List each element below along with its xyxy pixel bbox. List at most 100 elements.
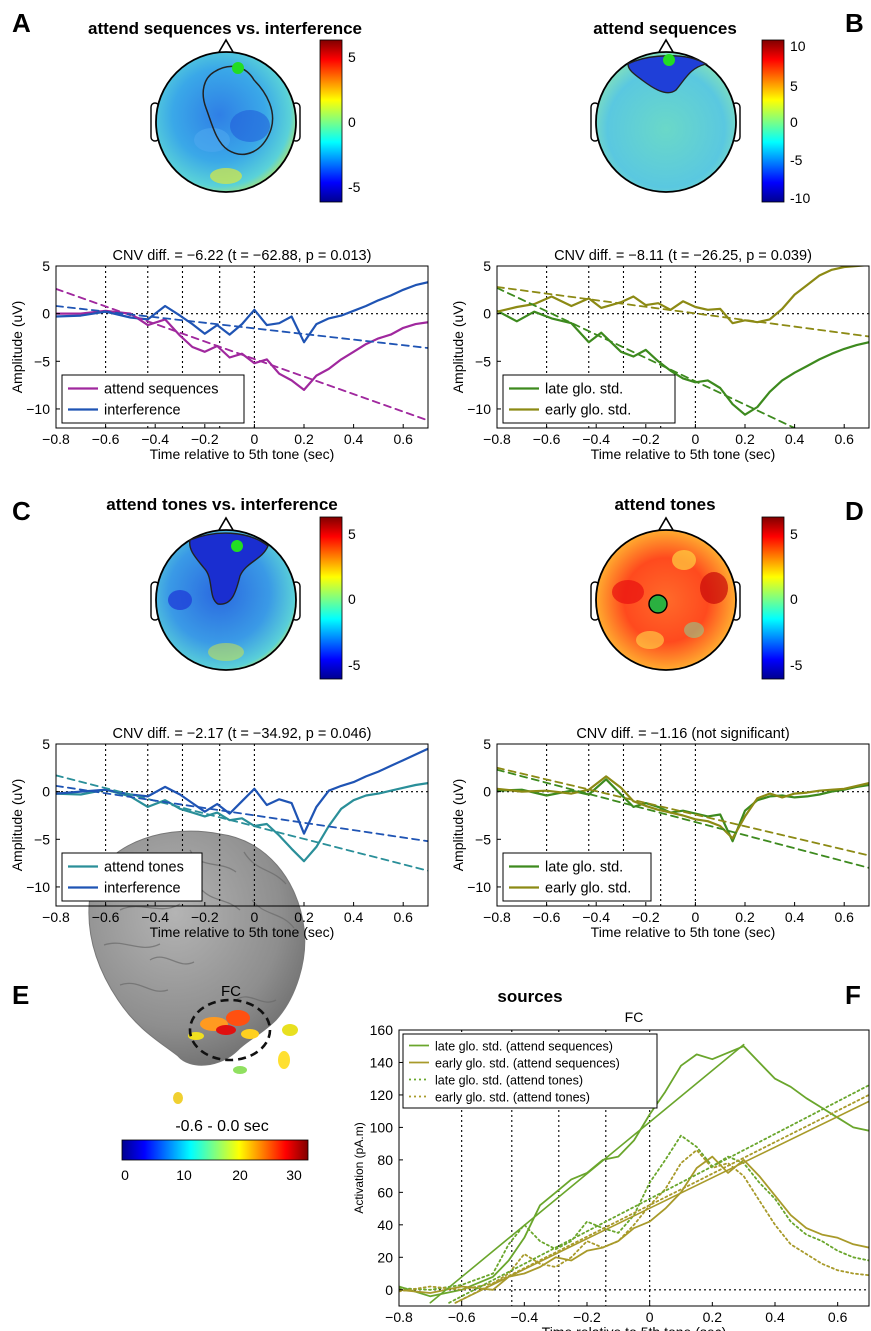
y-tick-label: −10 bbox=[467, 879, 491, 895]
x-tick-label: 0 bbox=[251, 909, 259, 925]
plot-subtitle: CNV diff. = −6.22 (t = −62.88, p = 0.013… bbox=[113, 248, 372, 264]
roi-label: FC bbox=[221, 983, 241, 1000]
x-tick-label: 0.6 bbox=[834, 431, 854, 447]
title-c: attend tones vs. interference bbox=[106, 495, 337, 514]
x-tick-label: 0.6 bbox=[828, 1309, 848, 1325]
brain-colorbar-tick: 30 bbox=[286, 1167, 302, 1183]
plot-title: FC bbox=[625, 1009, 644, 1025]
panel-letter-f: F bbox=[845, 980, 861, 1010]
y-tick-label: −10 bbox=[467, 401, 491, 417]
plot-frame bbox=[398, 1029, 870, 1307]
y-axis-label: Amplitude (uV) bbox=[450, 779, 466, 872]
y-tick-label: −5 bbox=[34, 353, 50, 369]
series-group bbox=[497, 766, 869, 869]
plot-d: CNV diff. = −1.16 (not significant) −0.8 −… bbox=[450, 726, 870, 940]
legend-label: early glo. std. (attend sequences) bbox=[435, 1057, 620, 1071]
x-tick-label: −0.2 bbox=[191, 431, 219, 447]
x-tick-label: −0.4 bbox=[582, 909, 610, 925]
colorbar-c: 5 0 -5 bbox=[319, 516, 361, 680]
y-tick-label: 40 bbox=[377, 1217, 393, 1233]
y-tick-label: −5 bbox=[475, 831, 491, 847]
y-tick-label: 5 bbox=[42, 258, 50, 274]
x-tick-label: 0.4 bbox=[785, 909, 805, 925]
legend-label: attend tones bbox=[104, 860, 184, 876]
panel-letter-a: A bbox=[12, 8, 31, 38]
regression-line bbox=[429, 1043, 745, 1304]
title-b: attend sequences bbox=[593, 19, 737, 38]
x-tick-label: 0.4 bbox=[765, 1309, 785, 1325]
x-tick-label: −0.8 bbox=[483, 909, 511, 925]
plot-subtitle: CNV diff. = −8.11 (t = −26.25, p = 0.039… bbox=[554, 248, 812, 264]
x-tick-label: −0.6 bbox=[448, 1309, 476, 1325]
regression-line bbox=[448, 1084, 869, 1304]
x-tick-label: −0.6 bbox=[533, 909, 561, 925]
colorbar-c-tick: 5 bbox=[348, 526, 356, 542]
x-tick-label: −0.6 bbox=[533, 431, 561, 447]
plot-b: CNV diff. = −8.11 (t = −26.25, p = 0.039… bbox=[450, 248, 870, 462]
y-tick-label: −10 bbox=[26, 401, 50, 417]
colorbar-a-tick: 0 bbox=[348, 114, 356, 130]
y-axis-label: Amplitude (uV) bbox=[450, 301, 466, 394]
y-tick-label: 60 bbox=[377, 1184, 393, 1200]
legend-label: interference bbox=[104, 881, 181, 897]
plot-subtitle: CNV diff. = −2.17 (t = −34.92, p = 0.046… bbox=[113, 726, 372, 742]
x-tick-label: −0.8 bbox=[42, 909, 70, 925]
y-axis-label: Amplitude (uV) bbox=[9, 301, 25, 394]
legend-label: interference bbox=[104, 403, 181, 419]
x-tick-label: 0 bbox=[692, 909, 700, 925]
x-tick-label: −0.2 bbox=[191, 909, 219, 925]
topomap-a bbox=[150, 38, 301, 193]
y-tick-label: −5 bbox=[475, 353, 491, 369]
brain-colorbar: 0 10 20 30 bbox=[121, 1139, 309, 1183]
roi-outline bbox=[188, 998, 272, 1062]
plot-c: CNV diff. = −2.17 (t = −34.92, p = 0.046… bbox=[9, 726, 429, 940]
colorbar-a: 5 0 -5 bbox=[319, 39, 361, 203]
x-tick-label: 0 bbox=[692, 431, 700, 447]
x-tick-label: 0.2 bbox=[294, 909, 314, 925]
legend-label: attend sequences bbox=[104, 382, 218, 398]
x-tick-label: −0.2 bbox=[573, 1309, 601, 1325]
regression-line bbox=[497, 286, 796, 428]
regression-line bbox=[56, 305, 428, 349]
panel-letter-e: E bbox=[12, 980, 29, 1010]
legend-label: early glo. std. bbox=[545, 403, 631, 419]
legend-label: late glo. std. bbox=[545, 382, 623, 398]
x-tick-label: 0.2 bbox=[703, 1309, 723, 1325]
y-tick-label: 0 bbox=[42, 306, 50, 322]
colorbar-d-tick: -5 bbox=[790, 657, 803, 673]
series-line bbox=[56, 781, 428, 863]
regression-line bbox=[497, 286, 869, 338]
x-tick-label: −0.6 bbox=[92, 909, 120, 925]
y-tick-label: 160 bbox=[370, 1022, 394, 1038]
series-group bbox=[56, 281, 428, 422]
colorbar-c-tick: -5 bbox=[348, 657, 361, 673]
colorbar-b-tick: -10 bbox=[790, 190, 810, 206]
colorbar-c-tick: 0 bbox=[348, 591, 356, 607]
colorbar-d: 5 0 -5 bbox=[761, 516, 803, 680]
plot-subtitle: CNV diff. = −1.16 (not significant) bbox=[576, 726, 789, 742]
series-line bbox=[497, 775, 869, 840]
y-tick-label: 0 bbox=[385, 1282, 393, 1298]
legend-label: late glo. std. (attend sequences) bbox=[435, 1040, 613, 1054]
y-tick-label: 100 bbox=[370, 1119, 394, 1135]
y-tick-label: 0 bbox=[42, 784, 50, 800]
panel-letter-b: B bbox=[845, 8, 864, 38]
x-tick-label: 0.2 bbox=[735, 431, 755, 447]
regression-line bbox=[56, 287, 428, 422]
x-tick-label: −0.8 bbox=[42, 431, 70, 447]
y-tick-label: 120 bbox=[370, 1087, 394, 1103]
y-axis-label: Amplitude (uV) bbox=[9, 779, 25, 872]
x-tick-label: 0.2 bbox=[735, 909, 755, 925]
y-tick-label: 5 bbox=[42, 736, 50, 752]
x-tick-label: −0.4 bbox=[141, 431, 169, 447]
legend-box bbox=[402, 1033, 658, 1109]
series-group bbox=[399, 1043, 869, 1304]
series-group bbox=[56, 747, 428, 872]
plot-frame bbox=[55, 743, 429, 907]
title-d: attend tones bbox=[614, 495, 715, 514]
colorbar-b-tick: -5 bbox=[790, 152, 803, 168]
time-window-label: -0.6 - 0.0 sec bbox=[175, 1118, 268, 1135]
legend-box bbox=[61, 374, 245, 424]
x-tick-label: −0.2 bbox=[632, 909, 660, 925]
